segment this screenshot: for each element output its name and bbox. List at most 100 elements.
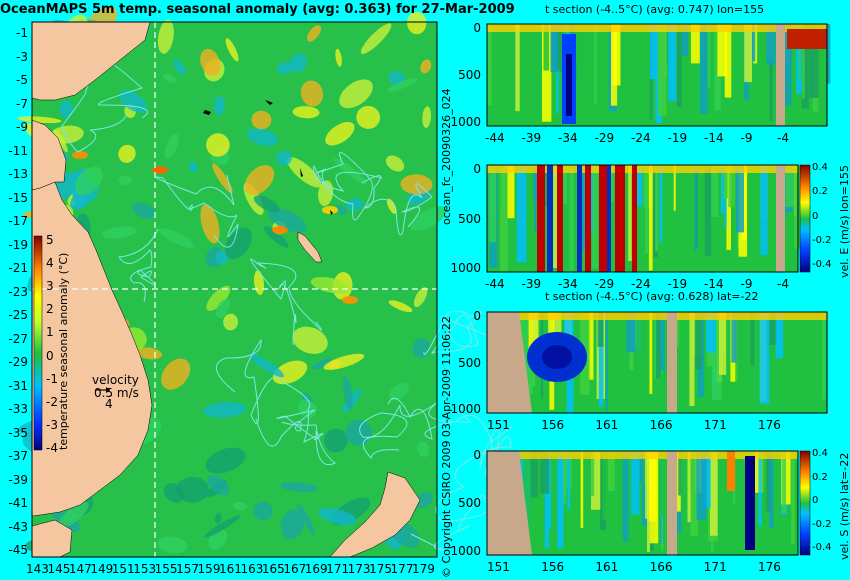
t-section-lat-title: t section (-4..5°C) (avg: 0.628) lat=-22 — [545, 290, 759, 303]
section-y-tick: 0 — [473, 448, 481, 462]
section-x-tick: -39 — [521, 277, 542, 291]
section-panel-2 — [486, 164, 811, 273]
vel-colorbar-tick: -0.4 — [812, 542, 832, 553]
forecast-id: ocean_fc_20090326_024 — [440, 88, 453, 225]
section-x-tick: -9 — [740, 131, 753, 145]
temp-colorbar — [33, 235, 43, 451]
section-y-tick: 0 — [473, 21, 481, 35]
section-x-tick: -34 — [558, 277, 578, 291]
section-x-tick: 156 — [541, 418, 565, 432]
section-x-tick: -29 — [594, 277, 615, 291]
map-lat-tick: -11 — [8, 143, 28, 158]
section-panels — [486, 23, 831, 556]
map-lat-tick: -41 — [8, 496, 28, 510]
map-lon-tick: 159 — [197, 562, 221, 576]
section-y-tick: 0 — [473, 309, 481, 323]
section-x-tick: 166 — [649, 418, 673, 432]
section-x-tick: -4 — [777, 277, 789, 291]
section-x-tick: 161 — [595, 418, 619, 432]
cape-york-land — [31, 119, 67, 191]
map-lon-tick: 157 — [176, 562, 200, 576]
map-lon-tick: 147 — [68, 562, 92, 576]
temp-colorbar-tick: 1 — [46, 325, 54, 340]
section-x-tick: 156 — [541, 560, 565, 574]
vel-colorbar-tick: 0.4 — [812, 162, 828, 173]
map-lat-tick: -25 — [8, 308, 28, 322]
temp-colorbar-tick: 5 — [46, 233, 54, 247]
vel-colorbar-tick: -0.4 — [812, 259, 832, 270]
section-x-tick: 151 — [487, 560, 510, 574]
map-lat-tick: -19 — [8, 237, 28, 252]
section-y-tick: 1000 — [450, 544, 481, 558]
t-section-lon-title: t section (-4..5°C) (avg: 0.747) lon=155 — [545, 3, 765, 16]
map-lon-tick: 179 — [412, 562, 435, 576]
temp-colorbar-tick: -1 — [46, 371, 58, 386]
copyright: © Copyright CSIRO 2009 03-Apr-2009 11:06… — [440, 316, 453, 578]
map-panel — [17, 6, 514, 558]
map-lon-tick: 169 — [304, 562, 328, 576]
section-x-tick: -24 — [631, 277, 651, 291]
section-panel-1 — [486, 23, 831, 127]
velocity-legend-scale: 4 — [105, 397, 113, 411]
section-y-tick: 1000 — [450, 402, 481, 416]
map-lat-tick: -7 — [16, 96, 28, 111]
section-x-tick: -44 — [485, 277, 505, 291]
new-guinea-land — [31, 21, 151, 101]
map-lat-tick: -5 — [16, 73, 28, 87]
vel-colorbar-tick: 0 — [812, 495, 819, 506]
section-x-tick: -19 — [667, 277, 688, 291]
section-y-tick: 500 — [458, 355, 481, 370]
section-y-tick: 0 — [473, 162, 481, 176]
australia-land — [31, 181, 153, 517]
map-lon-tick: 149 — [90, 562, 114, 576]
map-lon-tick: 153 — [133, 562, 157, 576]
section-x-tick: -44 — [485, 131, 505, 145]
section-x-tick: -4 — [777, 131, 789, 145]
section-y-tick: 500 — [458, 496, 481, 510]
map-lat-tick: -35 — [8, 425, 28, 440]
section-x-tick: 171 — [703, 418, 727, 432]
map-lat-tick: -45 — [8, 543, 28, 557]
map-lon-tick: 177 — [390, 562, 414, 576]
vel-colorbar-tick: -0.2 — [812, 518, 832, 530]
vel-colorbar-2 — [799, 164, 811, 273]
section-x-tick: -34 — [558, 131, 578, 145]
section-x-tick: 166 — [649, 560, 673, 574]
map-lon-tick: 145 — [47, 562, 71, 576]
section-x-tick: 171 — [703, 560, 727, 574]
map-lat-tick: -21 — [8, 261, 28, 275]
map-lon-tick: 173 — [347, 562, 371, 576]
temp-colorbar-tick: -3 — [46, 417, 58, 432]
map-lon-tick: 161 — [219, 562, 242, 576]
temp-colorbar-tick: 4 — [46, 256, 54, 271]
section-panel-4 — [486, 450, 811, 556]
section-y-tick: 1000 — [450, 261, 481, 275]
map-lon-tick: 151 — [111, 562, 135, 576]
vel-colorbar-tick: 0.4 — [812, 448, 828, 459]
map-frame — [31, 21, 438, 558]
vel-colorbar-tick: 0 — [812, 210, 819, 222]
map-lat-tick: -1 — [16, 26, 28, 40]
map-lat-tick: -31 — [8, 378, 28, 393]
temp-colorbar-label: temperature seasonal anomaly (°C) — [57, 252, 70, 450]
vel-e-colorbar-label: vel. E (m/s) lon=155 — [838, 165, 850, 278]
vel-colorbar-tick: 0.2 — [812, 471, 828, 483]
section-x-tick: 176 — [758, 418, 781, 432]
section-x-tick: 161 — [595, 560, 619, 574]
map-lat-tick: -13 — [8, 167, 28, 181]
section-x-tick: -14 — [704, 277, 724, 291]
map-lon-tick: 171 — [326, 562, 350, 576]
temp-colorbar-tick: -4 — [46, 441, 58, 455]
temp-colorbar-tick: 2 — [46, 302, 54, 317]
map-lat-tick: -43 — [8, 519, 28, 534]
velocity-legend-title: velocity — [92, 373, 139, 387]
section-x-tick: -24 — [631, 131, 651, 145]
map-lat-tick: -33 — [8, 402, 28, 416]
section-x-tick: -14 — [704, 131, 724, 145]
temp-colorbar-tick: 0 — [46, 348, 54, 363]
velocity-legend-value: 0.5 m/s — [94, 386, 139, 400]
section-x-tick: -19 — [667, 131, 688, 145]
map-title: OceanMAPS 5m temp. seasonal anomaly (avg… — [0, 2, 515, 17]
map-lat-tick: -27 — [8, 331, 28, 346]
section-y-tick: 500 — [458, 68, 481, 82]
